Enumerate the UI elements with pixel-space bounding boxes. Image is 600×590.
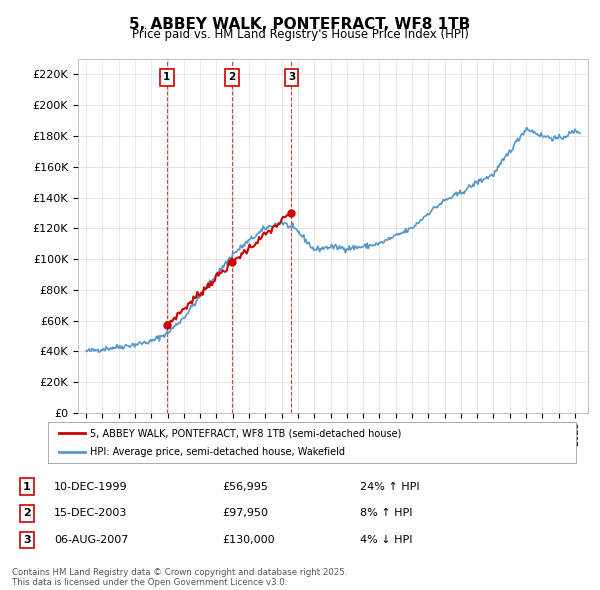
Text: 4% ↓ HPI: 4% ↓ HPI: [360, 535, 413, 545]
Text: Contains HM Land Registry data © Crown copyright and database right 2025.
This d: Contains HM Land Registry data © Crown c…: [12, 568, 347, 587]
Text: 1: 1: [163, 73, 170, 83]
Text: £56,995: £56,995: [222, 482, 268, 491]
Text: 2: 2: [23, 509, 31, 518]
Text: 15-DEC-2003: 15-DEC-2003: [54, 509, 127, 518]
Text: 5, ABBEY WALK, PONTEFRACT, WF8 1TB: 5, ABBEY WALK, PONTEFRACT, WF8 1TB: [130, 17, 470, 31]
Text: 3: 3: [288, 73, 295, 83]
Text: 2: 2: [229, 73, 236, 83]
Text: £97,950: £97,950: [222, 509, 268, 518]
Text: HPI: Average price, semi-detached house, Wakefield: HPI: Average price, semi-detached house,…: [90, 447, 345, 457]
Text: 3: 3: [23, 535, 31, 545]
Text: 1: 1: [23, 482, 31, 491]
Text: 24% ↑ HPI: 24% ↑ HPI: [360, 482, 419, 491]
Text: 10-DEC-1999: 10-DEC-1999: [54, 482, 128, 491]
Text: 8% ↑ HPI: 8% ↑ HPI: [360, 509, 413, 518]
Text: 06-AUG-2007: 06-AUG-2007: [54, 535, 128, 545]
Text: £130,000: £130,000: [222, 535, 275, 545]
Text: Price paid vs. HM Land Registry's House Price Index (HPI): Price paid vs. HM Land Registry's House …: [131, 28, 469, 41]
Text: 5, ABBEY WALK, PONTEFRACT, WF8 1TB (semi-detached house): 5, ABBEY WALK, PONTEFRACT, WF8 1TB (semi…: [90, 428, 401, 438]
